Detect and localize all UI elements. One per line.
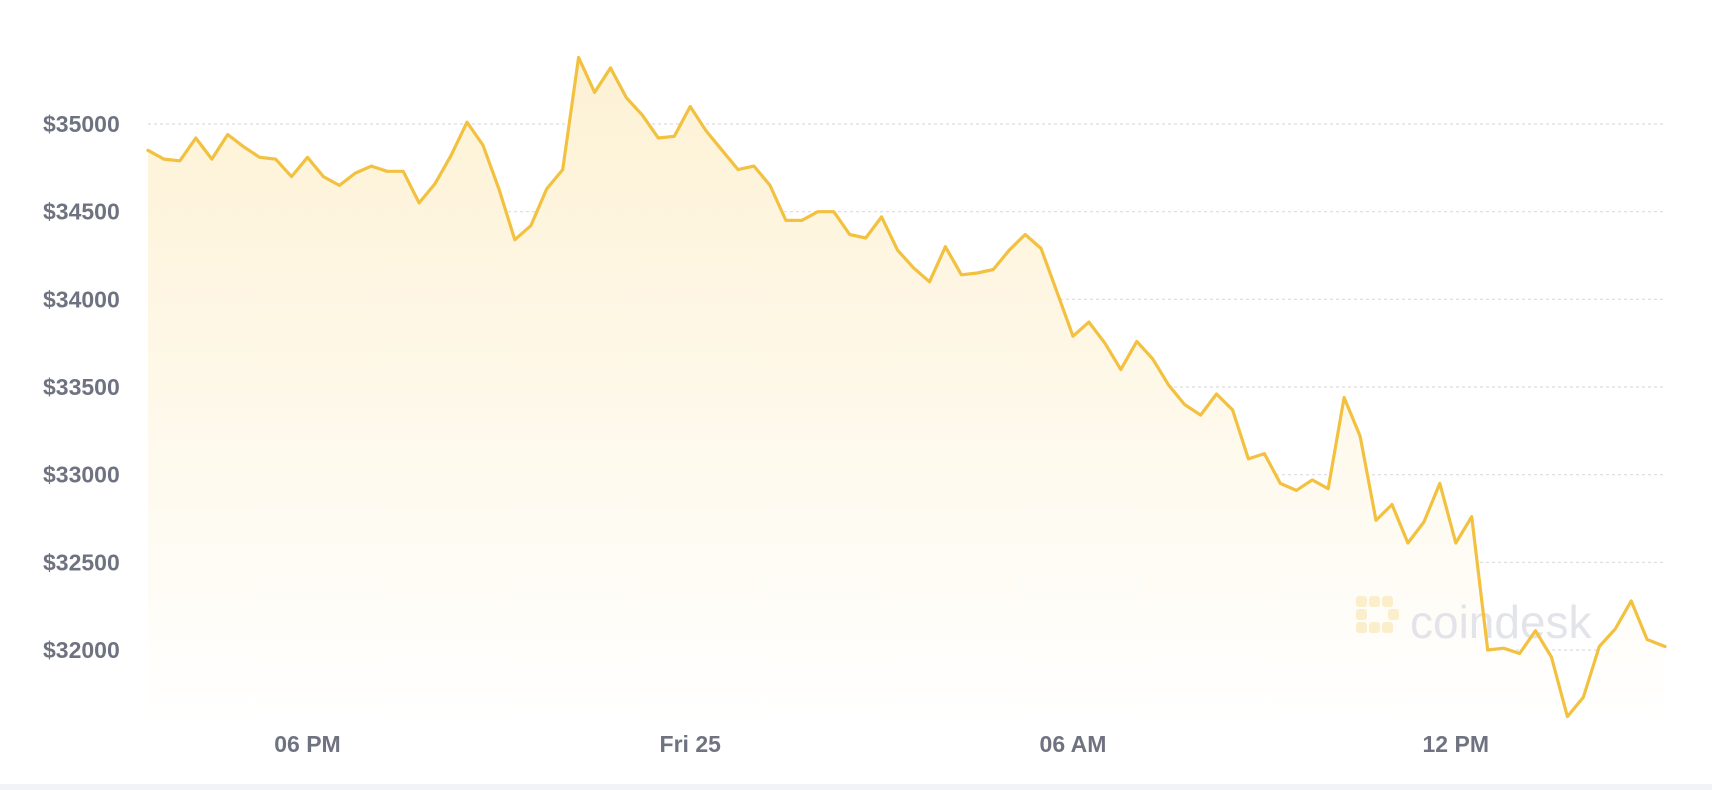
coindesk-logo-icon — [1356, 596, 1399, 633]
x-tick-label: 06 PM — [274, 731, 340, 757]
x-tick-label: 12 PM — [1423, 731, 1489, 757]
logo-dot — [1356, 609, 1367, 620]
y-tick-label: $33500 — [43, 374, 120, 400]
y-axis: $32000 $32500 $33000 $33500 $34000 $34500 $350… — [43, 111, 120, 663]
logo-dot — [1382, 622, 1393, 633]
series-line — [146, 55, 1667, 719]
series-lines — [146, 55, 1667, 719]
x-tick-label: Fri 25 — [660, 731, 722, 757]
y-tick-label: $33000 — [43, 462, 120, 488]
watermark: coindesk — [1356, 596, 1593, 648]
watermark-text: coindesk — [1410, 596, 1593, 648]
x-axis: 06 PM Fri 25 06 AM 12 PM — [274, 731, 1489, 757]
logo-dot — [1388, 609, 1399, 620]
logo-dot — [1356, 622, 1367, 633]
logo-dot — [1382, 596, 1393, 607]
y-tick-label: $34000 — [43, 286, 120, 312]
logo-dot — [1369, 596, 1380, 607]
series-area — [148, 57, 1665, 720]
y-tick-label: $35000 — [43, 111, 120, 137]
logo-dot — [1356, 596, 1367, 607]
y-tick-label: $32500 — [43, 549, 120, 575]
footer-band — [0, 784, 1712, 790]
area-fill — [148, 57, 1665, 720]
y-tick-label: $32000 — [43, 637, 120, 663]
x-tick-label: 06 AM — [1040, 731, 1107, 757]
logo-dot — [1369, 622, 1380, 633]
y-tick-label: $34500 — [43, 199, 120, 225]
